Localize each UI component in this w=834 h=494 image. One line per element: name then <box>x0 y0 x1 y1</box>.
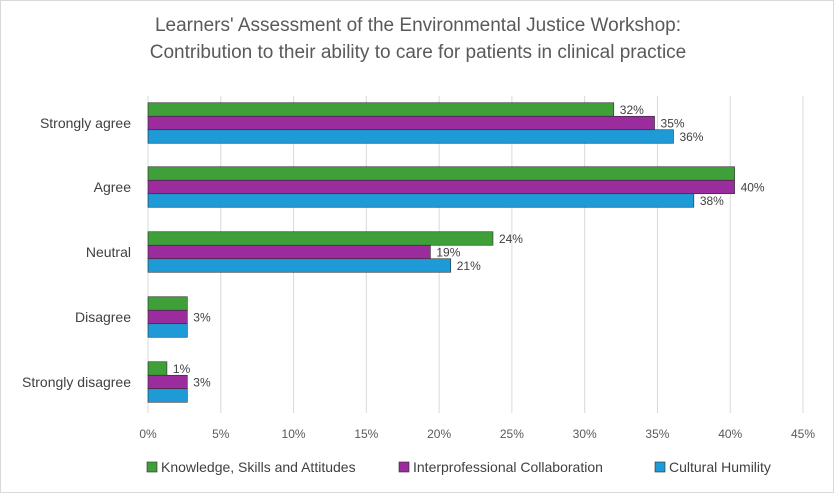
category-label: Neutral <box>86 244 131 260</box>
data-label: 40% <box>741 181 765 195</box>
data-label: 38% <box>700 194 724 208</box>
x-tick-label: 15% <box>354 427 378 441</box>
legend-swatch <box>146 461 158 473</box>
bar <box>147 244 431 260</box>
bar <box>147 361 168 376</box>
data-label: 3% <box>193 376 211 390</box>
data-label: 19% <box>436 246 460 260</box>
x-tick-label: 10% <box>282 427 306 441</box>
bar <box>147 179 735 195</box>
data-label: 35% <box>661 117 685 131</box>
data-label: 32% <box>620 103 644 117</box>
chart-title-line-2: Contribution to their ability to care fo… <box>150 42 686 63</box>
legend-label: Cultural Humility <box>669 459 771 475</box>
bar <box>147 231 494 246</box>
legend-label: Knowledge, Skills and Attitudes <box>161 459 356 475</box>
bar <box>147 129 674 144</box>
chart-title-line-1: Learners' Assessment of the Environmenta… <box>155 15 681 36</box>
gridlines <box>147 96 804 413</box>
x-tick-label: 30% <box>573 427 597 441</box>
legend-label: Interprofessional Collaboration <box>413 459 603 475</box>
x-tick-label: 0% <box>139 427 157 441</box>
x-tick-label: 40% <box>718 427 742 441</box>
bar <box>147 258 452 273</box>
bar <box>147 388 188 403</box>
bars <box>147 102 735 403</box>
x-tick-label: 35% <box>645 427 669 441</box>
bar <box>147 102 615 117</box>
category-label: Strongly disagree <box>22 374 131 390</box>
data-label: 1% <box>173 362 191 376</box>
category-label: Agree <box>94 179 132 195</box>
data-label: 24% <box>499 232 523 246</box>
data-label: 36% <box>679 130 703 144</box>
legend-swatch <box>398 461 410 473</box>
chart-title: Learners' Assessment of the Environmenta… <box>150 15 686 63</box>
data-label: 3% <box>193 311 211 325</box>
category-axis: Strongly agree Agree Neutral Disagree Strong… <box>22 115 131 390</box>
value-axis: 0% 5% 10% 15% 20% 25% 30% 35% 40% 45% <box>139 427 815 441</box>
data-label: 21% <box>457 259 481 273</box>
bar <box>147 166 735 181</box>
category-label: Disagree <box>75 309 131 325</box>
bar <box>147 296 188 311</box>
legend-swatch <box>654 461 666 473</box>
x-tick-label: 45% <box>791 427 815 441</box>
bar <box>147 115 655 131</box>
x-tick-label: 5% <box>212 427 230 441</box>
bar <box>147 309 188 325</box>
bar <box>147 374 188 390</box>
legend: Knowledge, Skills and Attitudes Interprof… <box>146 459 771 475</box>
x-tick-label: 20% <box>427 427 451 441</box>
bar <box>147 193 695 208</box>
data-labels: 32%35%36%40%38%24%19%21%3%1%3% <box>173 103 765 390</box>
category-label: Strongly agree <box>40 115 131 131</box>
bar <box>147 323 188 338</box>
x-tick-label: 25% <box>500 427 524 441</box>
